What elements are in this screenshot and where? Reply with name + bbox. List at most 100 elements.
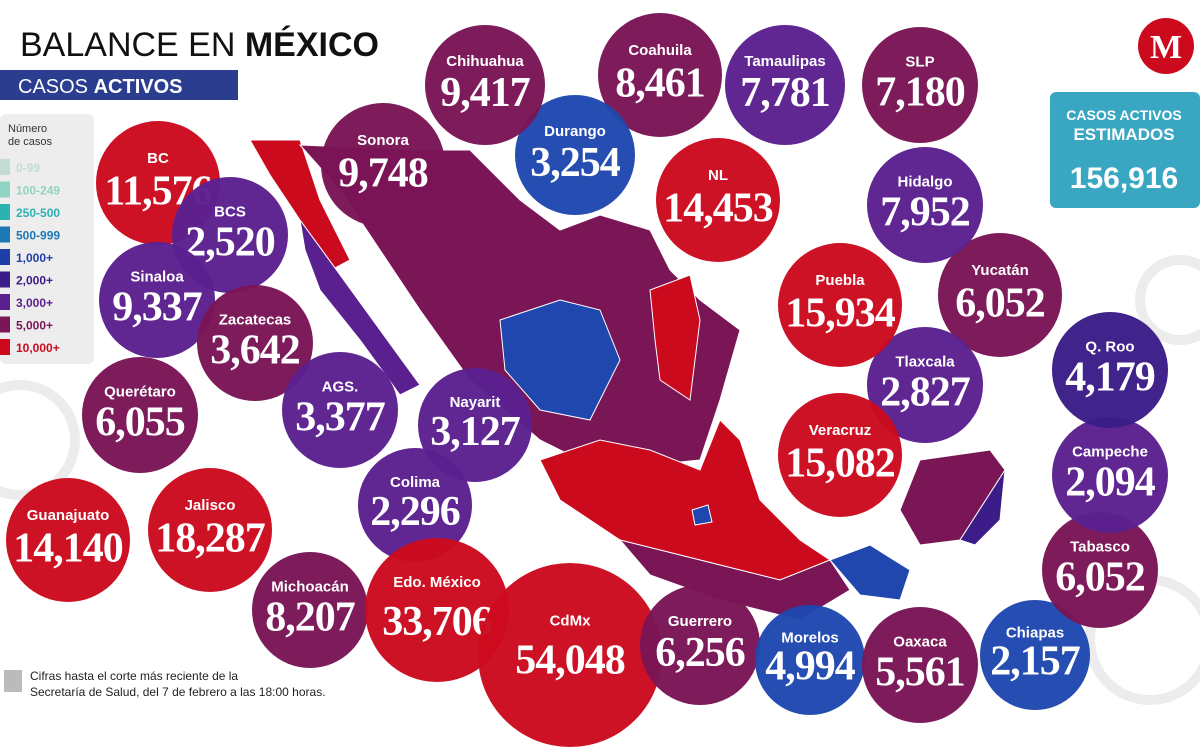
- state-bubble: [148, 468, 272, 592]
- state-bubble: [1052, 312, 1168, 428]
- state-name: BC: [147, 150, 169, 167]
- chiapas: [829, 544, 911, 601]
- state-value: 14,140: [13, 526, 123, 572]
- title-bold: MÉXICO: [245, 26, 379, 64]
- state-bubble: [867, 147, 983, 263]
- durango: [499, 299, 621, 421]
- state-name: Puebla: [815, 272, 865, 289]
- legend-label: 10,000+: [16, 341, 60, 355]
- state-value: 3,254: [530, 140, 621, 186]
- legend-swatch: [0, 159, 10, 175]
- baja-california: [249, 139, 351, 269]
- state-name: Nayarit: [450, 394, 501, 411]
- footnote: Cifras hasta el corte más reciente de la: [30, 669, 238, 683]
- state-name: Sinaloa: [130, 268, 184, 285]
- state-value: 9,748: [338, 151, 428, 197]
- state-name: NL: [708, 167, 728, 184]
- state-bubble: [252, 552, 368, 668]
- legend-swatch: [0, 294, 10, 310]
- legend-label: 5,000+: [16, 319, 53, 333]
- state-bubble: [425, 25, 545, 145]
- state-value: 3,377: [295, 394, 385, 440]
- state-value: 7,952: [880, 189, 970, 235]
- state-bubble: [197, 285, 313, 401]
- state-name: Tlaxcala: [895, 353, 955, 370]
- state-bubble: [938, 233, 1062, 357]
- state-value: 8,207: [265, 594, 355, 640]
- state-value: 9,337: [112, 284, 202, 330]
- state-name: Querétaro: [104, 383, 176, 400]
- state-value: 2,157: [990, 638, 1080, 684]
- state-bubble: [862, 27, 978, 143]
- footnote: Secretaría de Salud, del 7 de febrero a …: [30, 685, 326, 699]
- state-value: 6,256: [655, 630, 745, 676]
- state-bubble: [598, 13, 722, 137]
- total-label: ESTIMADOS: [1073, 125, 1174, 144]
- legend-label: 2,000+: [16, 274, 53, 288]
- state-value: 4,179: [1065, 354, 1155, 400]
- subtitle: CASOS ACTIVOS: [18, 76, 183, 98]
- state-name: AGS.: [322, 378, 359, 395]
- legend-swatch: [0, 271, 10, 288]
- state-bubble: [282, 352, 398, 468]
- state-name: Q. Roo: [1085, 338, 1134, 355]
- state-name: Jalisco: [185, 497, 236, 514]
- state-value: 2,827: [880, 369, 970, 415]
- state-value: 7,781: [740, 70, 830, 116]
- state-name: Veracruz: [809, 422, 872, 439]
- legend-swatch: [0, 249, 10, 265]
- state-name: Michoacán: [271, 578, 349, 595]
- state-bubble: [358, 448, 472, 562]
- state-name: Morelos: [781, 629, 839, 646]
- state-name: BCS: [214, 203, 246, 220]
- state-name: Chiapas: [1006, 624, 1064, 641]
- state-bubble: [778, 393, 902, 517]
- map: [249, 139, 1006, 621]
- state-name: Campeche: [1072, 443, 1148, 460]
- state-value: 6,052: [1055, 554, 1145, 600]
- state-name: Edo. México: [393, 574, 481, 591]
- legend-swatch: [0, 204, 10, 220]
- state-name: Tabasco: [1070, 538, 1130, 555]
- nuevo-leon: [649, 274, 701, 401]
- state-value: 8,461: [615, 61, 705, 107]
- footnote-marker: [4, 670, 22, 692]
- logo: [1138, 18, 1194, 74]
- state-value: 14,453: [663, 186, 773, 232]
- legend-swatch: [0, 226, 10, 243]
- legend-swatch: [0, 181, 10, 198]
- title-regular: BALANCE EN: [20, 26, 235, 64]
- legend-title: Número: [8, 123, 47, 135]
- north: [298, 144, 741, 471]
- state-bubble: [1042, 512, 1158, 628]
- subtitle-bar: [0, 70, 238, 100]
- state-name: Colima: [390, 474, 441, 491]
- state-bubble: [418, 368, 532, 482]
- quintana-roo: [959, 469, 1006, 546]
- mexico-city: [691, 504, 713, 526]
- state-name: Guanajuato: [27, 507, 110, 524]
- title: BALANCE EN MÉXICO: [20, 26, 379, 64]
- state-bubble: [640, 585, 760, 705]
- state-name: CdMx: [550, 613, 591, 630]
- state-bubble: [515, 95, 635, 215]
- state-name: Durango: [544, 123, 606, 140]
- state-value: 3,642: [210, 327, 300, 373]
- legend-label: 100-249: [16, 184, 60, 198]
- state-bubble: [321, 103, 445, 227]
- state-value: 9,417: [440, 70, 530, 116]
- state-value: 15,082: [785, 441, 895, 487]
- state-value: 2,520: [185, 219, 275, 265]
- state-name: Guerrero: [668, 613, 732, 630]
- state-name: Sonora: [357, 132, 409, 149]
- legend-box: [0, 114, 94, 364]
- state-name: Coahuila: [628, 42, 692, 59]
- state-value: 5,561: [875, 649, 965, 695]
- state-bubble: [867, 327, 983, 443]
- baja-sur: [299, 219, 421, 396]
- state-value: 33,706: [382, 599, 492, 645]
- subtitle-regular: CASOS: [18, 76, 88, 98]
